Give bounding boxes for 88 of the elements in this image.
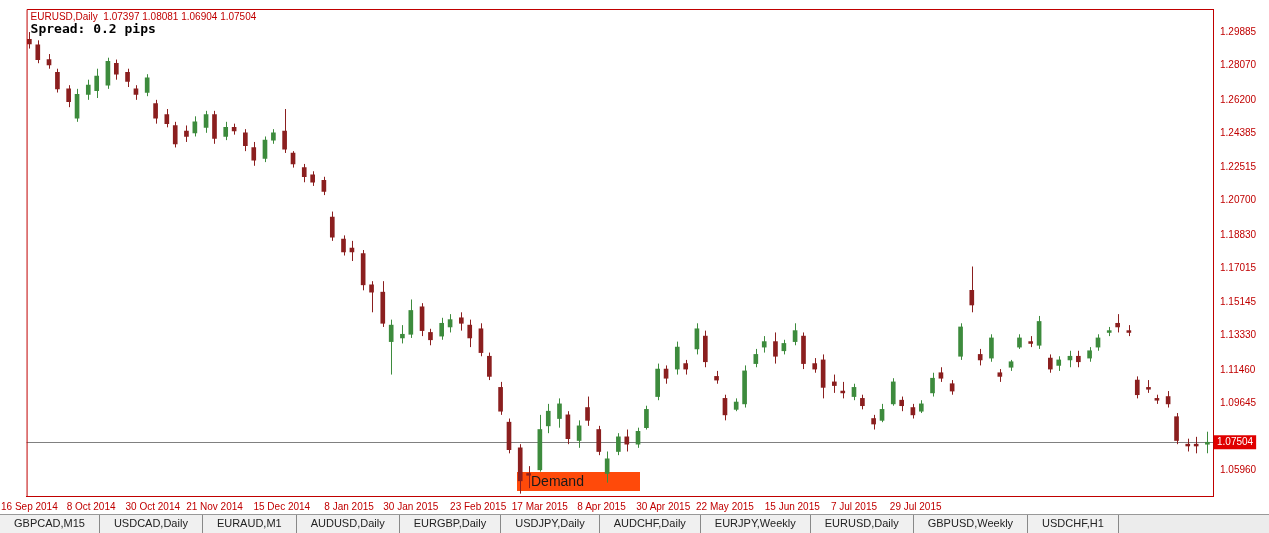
- text: EURAUD,M1: [202, 515, 297, 533]
- y-tick-label: 1.26200: [1220, 93, 1257, 105]
- candlestick: [616, 432, 621, 456]
- candlestick: [369, 280, 374, 313]
- x-tick-label: 21 Nov 2014: [186, 500, 244, 512]
- ref-line-label: 1.07504: [1217, 436, 1254, 448]
- candlestick: [251, 141, 257, 167]
- y-tick-label: 1.13330: [1220, 329, 1257, 341]
- candlestick: [341, 234, 346, 257]
- candlestick: [35, 39, 41, 64]
- text: AUDUSD,Daily: [296, 515, 400, 533]
- x-tick-label: 29 Jul 2015: [889, 500, 942, 512]
- candlestick: [674, 341, 680, 376]
- candlestick: [467, 319, 473, 348]
- candlestick: [1205, 431, 1210, 454]
- y-tick-label: 1.11460: [1220, 363, 1256, 375]
- candlestick: [832, 374, 837, 394]
- candlestick: [930, 372, 935, 398]
- candlestick: [172, 121, 178, 148]
- candlestick: [596, 425, 602, 456]
- candlestick: [604, 450, 610, 484]
- candlestick: [545, 403, 551, 434]
- x-tick-label: 8 Jan 2015: [324, 500, 375, 512]
- candlestick: [458, 311, 464, 332]
- candlestick: [85, 79, 91, 101]
- y-tick-label: 1.18830: [1220, 228, 1257, 240]
- chart-title: EURUSD,Daily 1.07397 1.08081 1.06904 1.07504: [30, 10, 257, 22]
- x-tick-label: 30 Apr 2015: [636, 500, 691, 512]
- x-tick-label: 30 Oct 2014: [125, 500, 181, 512]
- y-tick-label: 1.09645: [1220, 396, 1257, 408]
- candlestick: [753, 348, 759, 368]
- zone-box: Demand: [517, 472, 640, 491]
- text: EURGBP,Daily: [399, 515, 502, 533]
- candlestick: [1115, 313, 1120, 333]
- candlestick: [1047, 353, 1053, 374]
- candlestick: [66, 84, 71, 108]
- x-tick-label: 23 Feb 2015: [450, 500, 507, 512]
- text: EURUSD,Daily: [810, 515, 914, 533]
- text: USDJPY,Daily: [501, 515, 600, 533]
- y-tick-label: 1.29885: [1220, 26, 1257, 38]
- candlestick: [282, 108, 287, 154]
- text: USDCHF,H1: [1028, 515, 1119, 533]
- x-tick-label: 17 Mar 2015: [511, 500, 569, 512]
- y-tick-label: 1.15145: [1220, 296, 1257, 308]
- text: GBPCAD,M15: [0, 515, 100, 533]
- candlestick: [125, 68, 130, 88]
- text: AUDCHF,Daily: [599, 515, 701, 533]
- candlestick: [223, 121, 229, 141]
- candlestick: [585, 396, 590, 427]
- y-tick-label: 1.05960: [1220, 464, 1257, 476]
- x-tick-label: 16 Sep 2014: [1, 500, 59, 512]
- x-tick-label: 15 Dec 2014: [253, 500, 311, 512]
- candlestick: [773, 331, 778, 365]
- candlestick: [526, 465, 531, 489]
- y-tick-label: 1.20700: [1220, 194, 1257, 206]
- x-tick-label: 15 Jun 2015: [764, 500, 821, 512]
- text: GBPUSD,Weekly: [913, 515, 1029, 533]
- candlestick: [55, 68, 60, 94]
- text: USDCAD,Daily: [99, 515, 203, 533]
- candlestick: [624, 429, 630, 452]
- y-tick-label: 1.22515: [1220, 161, 1257, 173]
- x-tick-label: 7 Jul 2015: [830, 500, 878, 512]
- x-tick-label: 22 May 2015: [696, 500, 755, 512]
- candlestick: [329, 211, 335, 242]
- x-tick-label: 8 Oct 2014: [66, 500, 116, 512]
- candlestick: [439, 317, 445, 341]
- candlestick: [164, 108, 170, 128]
- x-tick-label: 8 Apr 2015: [577, 500, 627, 512]
- candlestick: [153, 99, 158, 125]
- candlestick: [557, 397, 562, 429]
- y-tick-label: 1.17015: [1220, 261, 1257, 273]
- candlestick: [890, 377, 896, 407]
- candlestick: [969, 266, 975, 313]
- candlestick: [301, 163, 307, 183]
- candlestick: [94, 68, 100, 99]
- candlestick: [400, 324, 405, 344]
- candlestick: [487, 352, 492, 381]
- candlestick: [388, 319, 394, 376]
- candlestick: [1134, 375, 1140, 399]
- candlestick: [243, 128, 248, 152]
- y-tick-label: 1.24385: [1220, 126, 1257, 138]
- candlestick: [644, 405, 649, 431]
- y-tick-label: 1.28070: [1220, 59, 1257, 71]
- text: EURJPY,Weekly: [700, 515, 811, 533]
- candlestick: [989, 333, 994, 363]
- candlestick: [144, 73, 150, 97]
- candlestick: [114, 59, 119, 81]
- x-tick-label: 30 Jan 2015: [383, 500, 439, 512]
